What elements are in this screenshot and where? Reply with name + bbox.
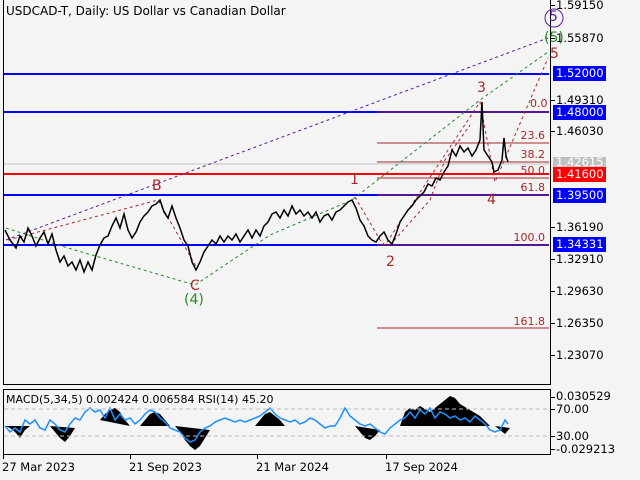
price-tag-1395: 1.39500 [553, 188, 606, 203]
axis-tick [550, 38, 555, 39]
wave-label-B: B [152, 178, 162, 194]
time-axis-label: 21 Sep 2023 [129, 460, 202, 474]
price-axis-label: 1.32910 [556, 252, 604, 266]
price-tag-1520: 1.52000 [553, 66, 606, 81]
axis-tick [550, 355, 555, 356]
axis-tick [550, 131, 555, 132]
wave-label-4: 4 [487, 192, 496, 208]
time-tick [3, 454, 4, 459]
wave-label-circle-5: 5 [549, 9, 558, 25]
price-chart-area[interactable] [3, 0, 551, 385]
axis-tick [550, 227, 555, 228]
price-axis-label: 1.59150 [556, 0, 604, 12]
axis-tick [550, 5, 555, 6]
price-axis-label: 1.26350 [556, 316, 604, 330]
price-axis-label: 1.46030 [556, 124, 604, 138]
fib-label-38-2: 38.2 [520, 148, 546, 161]
time-axis-label: 27 Mar 2023 [2, 460, 75, 474]
time-tick [257, 454, 258, 459]
price-series [4, 101, 509, 275]
indicator-axis-label: 30.00 [556, 429, 589, 443]
time-tick [386, 454, 387, 459]
axis-tick [550, 291, 555, 292]
price-tag-current: 1.42615 [553, 157, 606, 167]
price-axis-label: 1.23070 [556, 348, 604, 362]
fib-label-50: 50.0 [520, 164, 546, 177]
fib-label-0: 0.0 [530, 97, 548, 110]
price-axis-label: 1.49310 [556, 93, 604, 107]
price-axis-label: 1.55870 [556, 31, 604, 45]
price-tag-1480: 1.48000 [553, 105, 606, 120]
wave-label-2: 2 [386, 254, 395, 270]
wave-label-paren-4: (4) [184, 292, 204, 308]
indicator-axis-label: -0.029213 [556, 442, 616, 456]
axis-tick [550, 436, 555, 437]
fib-label-100: 100.0 [513, 231, 546, 244]
price-axis-label: 1.36190 [556, 220, 604, 234]
time-axis-label: 21 Mar 2024 [256, 460, 329, 474]
wave-label-3: 3 [477, 80, 486, 96]
axis-tick [550, 409, 555, 410]
time-tick [130, 454, 131, 459]
axis-tick [550, 259, 555, 260]
chart-title: USDCAD-T, Daily: US Dollar vs Canadian D… [6, 4, 286, 18]
axis-tick [550, 323, 555, 324]
axis-tick [550, 100, 555, 101]
price-tag-1343: 1.34331 [553, 237, 606, 252]
fibonacci-lines [377, 111, 549, 329]
indicator-axis-label: 70.00 [556, 402, 589, 416]
wave-label-1: 1 [350, 172, 359, 188]
wave-label-C: C [190, 278, 200, 294]
price-axis-label: 1.29630 [556, 284, 604, 298]
wave-label-5: 5 [550, 46, 559, 62]
fib-label-61-8: 61.8 [520, 181, 546, 194]
macd-histogram [5, 396, 510, 450]
axis-tick [550, 449, 555, 450]
price-tag-1416: 1.41600 [553, 167, 606, 182]
axis-tick [550, 397, 555, 398]
indicator-title: MACD(5,34,5) 0.002424 0.006584 RSI(14) 4… [6, 393, 274, 406]
time-axis-label: 17 Sep 2024 [385, 460, 458, 474]
fib-label-161-8: 161.8 [513, 315, 546, 328]
indicator-axis-label: 0.030529 [556, 389, 611, 403]
wave-label-paren-5: (5) [544, 30, 564, 46]
fib-label-23-6: 23.6 [520, 129, 546, 142]
